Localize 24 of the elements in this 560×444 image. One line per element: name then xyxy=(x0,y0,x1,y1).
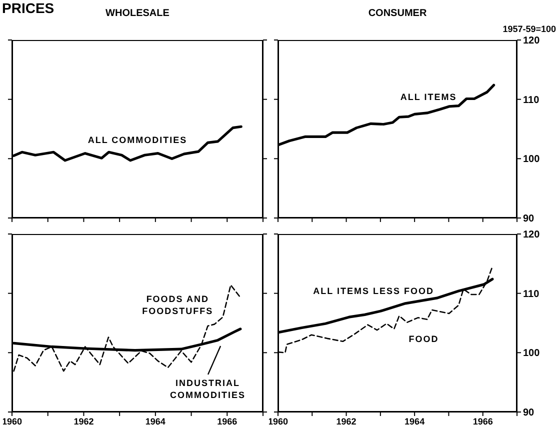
y-tick-label: 100 xyxy=(523,348,540,360)
series-label: FOOD xyxy=(408,333,440,346)
chart-subtitle: WHOLESALE xyxy=(106,8,170,19)
series-label: ALL ITEMS LESS FOOD xyxy=(312,284,436,297)
x-tick-label: 1962 xyxy=(336,416,356,426)
chart-title: PRICES xyxy=(2,0,54,16)
text: INDUSTRIAL COMMODITIES xyxy=(169,376,247,401)
x-tick-label: 1964 xyxy=(404,416,425,426)
y-tick-label: 110 xyxy=(523,94,540,106)
y-tick-label: 90 xyxy=(523,408,535,419)
y-tick-label: 120 xyxy=(523,36,540,47)
y-tick-label: 90 xyxy=(523,214,535,225)
y-tick-label: 100 xyxy=(523,154,540,166)
y-tick-label: 120 xyxy=(523,230,540,241)
series-label: FOODS AND FOODSTUFFS xyxy=(141,293,214,318)
y-tick-label: 110 xyxy=(523,288,540,300)
x-tick-label: 1964 xyxy=(145,416,166,426)
y-axis-title: 1957-59=100 xyxy=(502,24,556,34)
series-label: ALL COMMODITIES xyxy=(86,134,188,146)
series-label: ALL ITEMS xyxy=(399,90,458,103)
chart-title: CONSUMER xyxy=(367,8,428,19)
x-tick-label: 1966 xyxy=(472,416,493,426)
x-tick-label: 1962 xyxy=(74,416,94,426)
x-tick-label: 1966 xyxy=(217,416,238,426)
